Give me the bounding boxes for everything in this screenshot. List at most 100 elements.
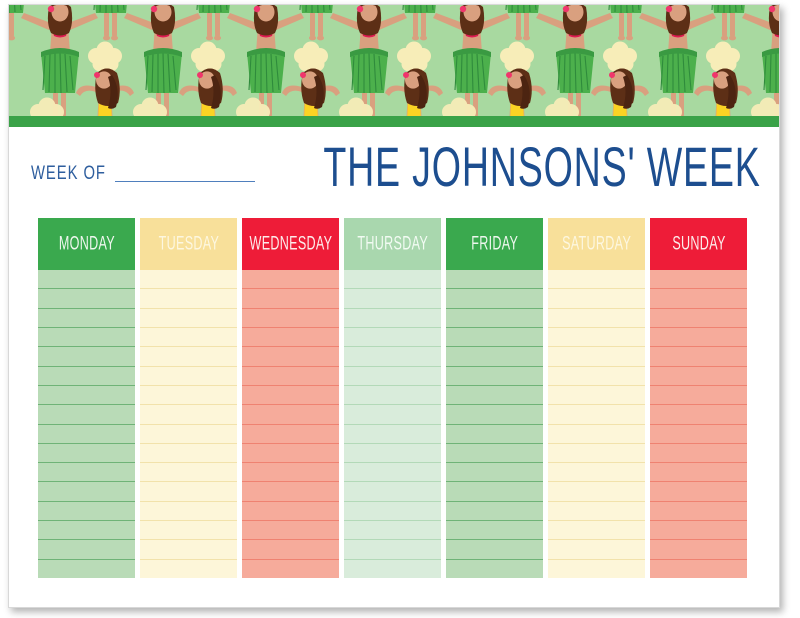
day-write-line[interactable] xyxy=(140,347,237,367)
day-write-line[interactable] xyxy=(344,521,441,541)
day-write-line[interactable] xyxy=(446,425,543,444)
day-write-line[interactable] xyxy=(344,309,441,328)
day-write-line[interactable] xyxy=(140,386,237,406)
day-write-line[interactable] xyxy=(140,560,237,578)
day-write-line[interactable] xyxy=(38,560,135,578)
day-write-line[interactable] xyxy=(650,521,747,541)
day-write-line[interactable] xyxy=(38,309,135,328)
day-write-line[interactable] xyxy=(446,386,543,406)
day-write-line[interactable] xyxy=(446,289,543,309)
day-write-line[interactable] xyxy=(344,463,441,483)
day-write-line[interactable] xyxy=(650,444,747,464)
day-write-line[interactable] xyxy=(344,289,441,309)
day-write-line[interactable] xyxy=(38,386,135,406)
day-write-line[interactable] xyxy=(140,367,237,386)
day-write-line[interactable] xyxy=(548,405,645,425)
day-write-line[interactable] xyxy=(446,521,543,541)
day-write-line[interactable] xyxy=(344,444,441,464)
day-write-line[interactable] xyxy=(344,386,441,406)
day-write-line[interactable] xyxy=(140,502,237,522)
day-write-line[interactable] xyxy=(548,386,645,406)
day-write-line[interactable] xyxy=(140,540,237,560)
day-write-line[interactable] xyxy=(242,347,339,367)
day-write-line[interactable] xyxy=(38,270,135,290)
day-write-line[interactable] xyxy=(140,425,237,444)
week-of-field[interactable]: WEEK OF xyxy=(31,163,256,185)
day-write-line[interactable] xyxy=(344,540,441,560)
day-write-line[interactable] xyxy=(242,560,339,578)
day-write-line[interactable] xyxy=(548,425,645,444)
day-write-line[interactable] xyxy=(344,502,441,522)
day-write-line[interactable] xyxy=(38,444,135,464)
day-write-line[interactable] xyxy=(140,463,237,483)
day-write-line[interactable] xyxy=(242,386,339,406)
day-write-line[interactable] xyxy=(242,540,339,560)
day-write-line[interactable] xyxy=(38,289,135,309)
day-body-wednesday[interactable] xyxy=(242,270,339,578)
day-write-line[interactable] xyxy=(38,347,135,367)
day-write-line[interactable] xyxy=(242,367,339,386)
day-write-line[interactable] xyxy=(344,347,441,367)
day-write-line[interactable] xyxy=(548,328,645,348)
day-write-line[interactable] xyxy=(140,444,237,464)
day-body-friday[interactable] xyxy=(446,270,543,578)
day-body-sunday[interactable] xyxy=(650,270,747,578)
day-write-line[interactable] xyxy=(38,405,135,425)
day-write-line[interactable] xyxy=(140,482,237,502)
day-write-line[interactable] xyxy=(242,521,339,541)
day-write-line[interactable] xyxy=(548,289,645,309)
day-write-line[interactable] xyxy=(650,405,747,425)
day-write-line[interactable] xyxy=(140,405,237,425)
day-write-line[interactable] xyxy=(650,540,747,560)
day-write-line[interactable] xyxy=(548,347,645,367)
day-write-line[interactable] xyxy=(344,270,441,290)
day-write-line[interactable] xyxy=(650,347,747,367)
day-write-line[interactable] xyxy=(650,386,747,406)
day-write-line[interactable] xyxy=(344,405,441,425)
day-write-line[interactable] xyxy=(446,463,543,483)
day-write-line[interactable] xyxy=(446,309,543,328)
day-write-line[interactable] xyxy=(446,328,543,348)
day-write-line[interactable] xyxy=(140,521,237,541)
day-write-line[interactable] xyxy=(242,482,339,502)
day-write-line[interactable] xyxy=(446,270,543,290)
day-write-line[interactable] xyxy=(650,560,747,578)
day-write-line[interactable] xyxy=(140,309,237,328)
day-write-line[interactable] xyxy=(650,482,747,502)
day-write-line[interactable] xyxy=(548,540,645,560)
day-write-line[interactable] xyxy=(548,521,645,541)
day-write-line[interactable] xyxy=(140,289,237,309)
day-write-line[interactable] xyxy=(446,502,543,522)
day-write-line[interactable] xyxy=(446,540,543,560)
day-write-line[interactable] xyxy=(242,425,339,444)
day-write-line[interactable] xyxy=(38,502,135,522)
day-write-line[interactable] xyxy=(548,444,645,464)
day-write-line[interactable] xyxy=(344,328,441,348)
day-write-line[interactable] xyxy=(650,289,747,309)
week-of-input-line[interactable] xyxy=(115,181,256,182)
day-write-line[interactable] xyxy=(344,560,441,578)
day-write-line[interactable] xyxy=(140,270,237,290)
day-write-line[interactable] xyxy=(242,289,339,309)
day-write-line[interactable] xyxy=(650,367,747,386)
day-write-line[interactable] xyxy=(38,482,135,502)
day-write-line[interactable] xyxy=(446,444,543,464)
day-write-line[interactable] xyxy=(242,270,339,290)
day-write-line[interactable] xyxy=(38,425,135,444)
day-body-thursday[interactable] xyxy=(344,270,441,578)
day-write-line[interactable] xyxy=(38,367,135,386)
day-write-line[interactable] xyxy=(344,367,441,386)
day-write-line[interactable] xyxy=(242,405,339,425)
day-write-line[interactable] xyxy=(38,540,135,560)
day-body-tuesday[interactable] xyxy=(140,270,237,578)
day-write-line[interactable] xyxy=(344,482,441,502)
day-write-line[interactable] xyxy=(446,367,543,386)
day-write-line[interactable] xyxy=(140,328,237,348)
day-write-line[interactable] xyxy=(650,328,747,348)
day-write-line[interactable] xyxy=(548,367,645,386)
day-write-line[interactable] xyxy=(650,270,747,290)
day-write-line[interactable] xyxy=(650,309,747,328)
day-write-line[interactable] xyxy=(446,405,543,425)
day-write-line[interactable] xyxy=(344,425,441,444)
day-write-line[interactable] xyxy=(446,560,543,578)
